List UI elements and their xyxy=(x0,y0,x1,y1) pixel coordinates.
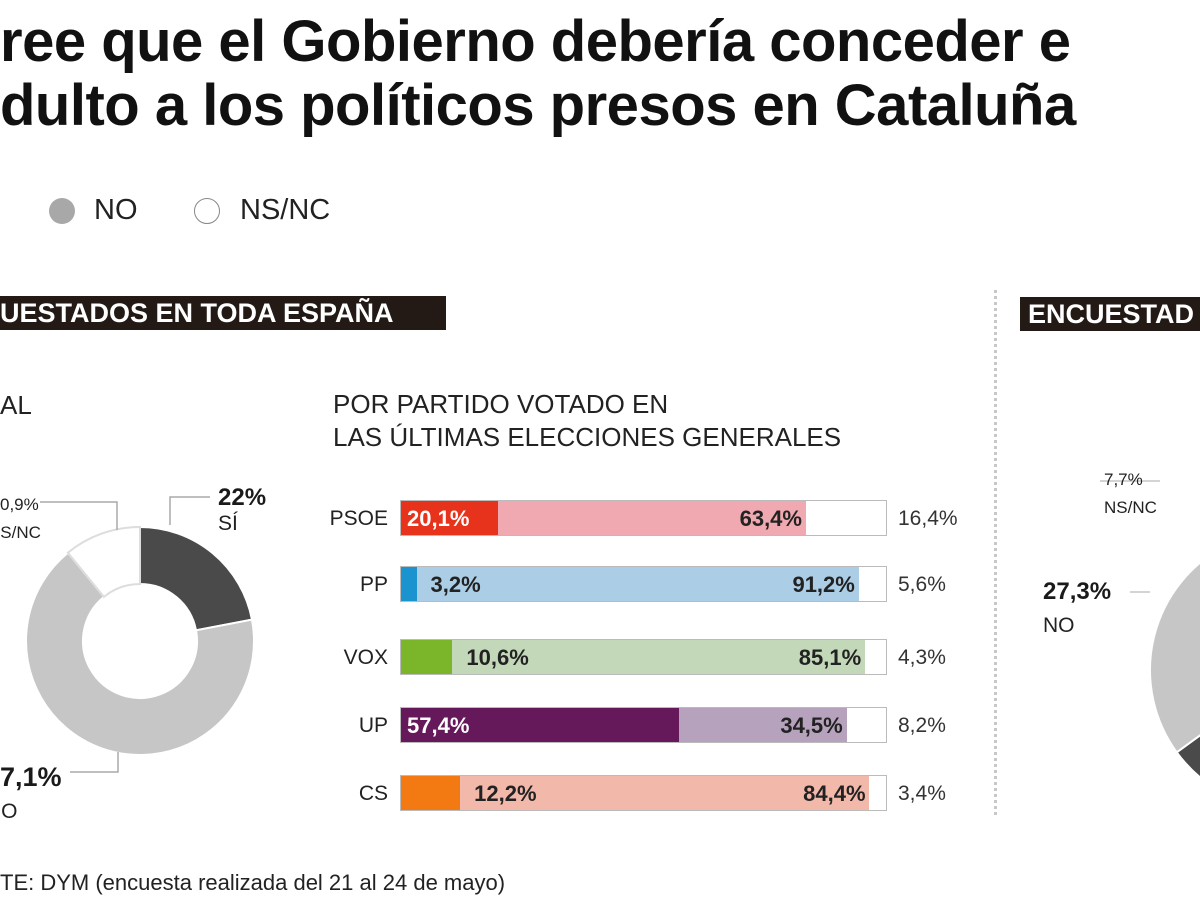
section-divider xyxy=(994,290,997,815)
bar-segment-si xyxy=(401,567,417,601)
bars-title-line-1: POR PARTIDO VOTADO EN xyxy=(333,389,669,419)
pie2-slice-remainder xyxy=(1175,734,1200,779)
bar-segment-no xyxy=(416,567,859,601)
bar-value-si: 57,4% xyxy=(407,713,470,738)
bar-row-pp: 3,2% 91,2% xyxy=(400,566,887,602)
bar-segment-si xyxy=(401,776,461,810)
bar-segment-no xyxy=(452,640,866,674)
bar-segment-no xyxy=(498,501,806,535)
bar-value-nsnc: 16,4% xyxy=(898,507,958,530)
donut-si-value: 22% xyxy=(218,484,267,511)
bars-title-line-2: LAS ÚLTIMAS ELECCIONES GENERALES xyxy=(333,422,842,452)
chart-title-line-2: dulto a los políticos presos en Cataluña xyxy=(0,73,1076,138)
bar-category-label: CS xyxy=(358,782,388,805)
bar-segment-no xyxy=(679,708,847,742)
pie2-no-label: NO xyxy=(1043,614,1075,637)
no-leader-line xyxy=(70,752,119,773)
pie2-no-value: 27,3% xyxy=(1043,578,1112,605)
pie2-slice-no xyxy=(1149,561,1200,754)
donut-si-label: SÍ xyxy=(218,512,238,535)
pie2-nsnc-label: NS/NC xyxy=(1104,498,1157,517)
legend-nsnc-label: NS/NC xyxy=(240,194,331,226)
bar-value-nsnc: 5,6% xyxy=(898,573,946,596)
bar-value-no: 63,4% xyxy=(739,506,802,531)
bar-value-si: 3,2% xyxy=(430,572,481,597)
bar-value-nsnc: 8,2% xyxy=(898,714,946,737)
bar-value-si: 10,6% xyxy=(466,645,529,670)
bar-row-vox: 10,6% 85,1% xyxy=(400,639,887,675)
si-leader-line xyxy=(169,496,210,525)
donut-title: AL xyxy=(0,390,32,420)
bar-value-no: 34,5% xyxy=(780,713,843,738)
bar-value-nsnc: 4,3% xyxy=(898,646,946,669)
source-footer: TE: DYM (encuesta realizada del 21 al 24… xyxy=(0,870,506,895)
bar-value-no: 91,2% xyxy=(792,572,855,597)
chart-title-line-1: ree que el Gobierno debería conceder e xyxy=(0,9,1071,74)
section-header-catalonia: ENCUESTAD xyxy=(1020,297,1200,331)
bar-segment-si xyxy=(401,640,453,674)
bar-row-up: 57,4% 34,5% xyxy=(400,707,887,743)
pie2-nsnc-value: 7,7% xyxy=(1104,470,1143,489)
bar-category-label: PP xyxy=(359,573,388,596)
donut-slice-nsnc xyxy=(66,525,141,599)
donut-chart xyxy=(25,496,255,773)
nsnc-leader-line xyxy=(40,501,118,530)
bar-row-psoe: 20,1% 63,4% xyxy=(400,500,887,536)
donut-slice-no xyxy=(25,551,255,756)
bar-value-si: 20,1% xyxy=(407,506,470,531)
bar-value-no: 85,1% xyxy=(798,645,862,670)
bar-category-label: PSOE xyxy=(329,507,388,530)
bar-value-si: 12,2% xyxy=(474,781,537,806)
bar-segment-si xyxy=(401,708,680,742)
bar-value-nsnc: 3,4% xyxy=(898,782,946,805)
section-header-spain: UESTADOS EN TODA ESPAÑA xyxy=(0,296,446,330)
bar-category-label: UP xyxy=(358,714,388,737)
bar-category-label: VOX xyxy=(343,646,388,669)
bar-segment-si xyxy=(401,501,499,535)
donut-slice-s xyxy=(139,525,254,632)
legend-no-swatch xyxy=(49,198,75,224)
bar-value-no: 84,4% xyxy=(803,781,866,806)
donut-no-label: NO xyxy=(0,800,18,823)
bar-segment-no xyxy=(460,776,870,810)
legend-nsnc-swatch xyxy=(194,198,220,224)
donut-nsnc-value: 0,9% xyxy=(0,495,39,514)
donut-nsnc-label: NS/NC xyxy=(0,523,41,542)
donut-no-value: 7,1% xyxy=(0,762,62,792)
bar-row-cs: 12,2% 84,4% xyxy=(400,775,887,811)
catalonia-pie-chart xyxy=(1100,480,1200,779)
legend-no-label: NO xyxy=(94,194,138,226)
